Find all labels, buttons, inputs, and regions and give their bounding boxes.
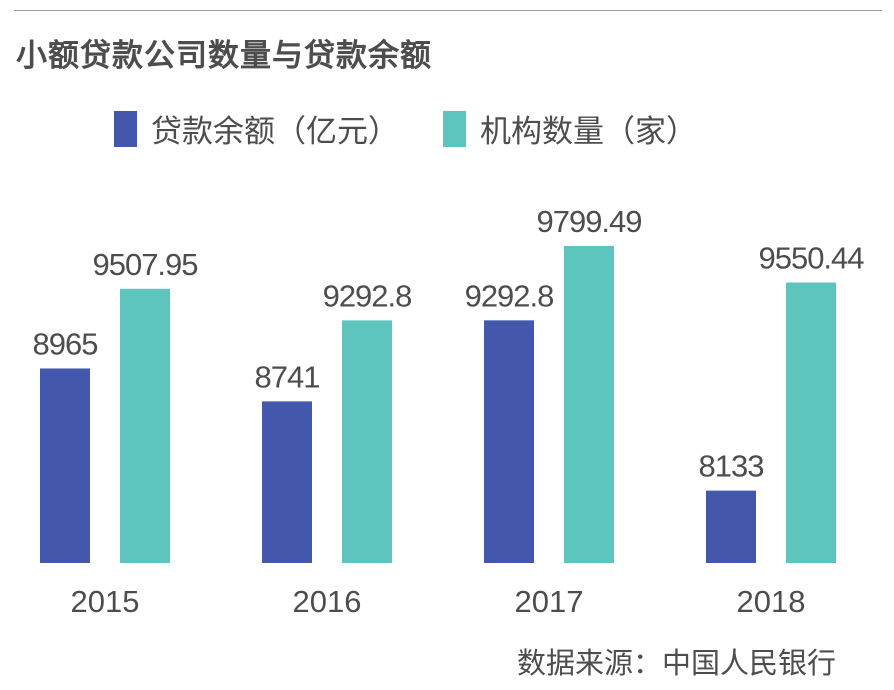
bar-loan-balance-2018 [706, 490, 756, 563]
data-label-institution-count-2015: 9507.95 [92, 247, 197, 282]
bar-institution-count-2016 [342, 320, 392, 563]
bar-institution-count-2018 [786, 282, 836, 563]
legend-swatch-institution-count [443, 110, 466, 147]
legend-item-institution-count: 机构数量（家） [443, 106, 697, 151]
legend-label-institution-count: 机构数量（家） [480, 114, 697, 150]
x-tick-label-2018: 2018 [737, 584, 806, 619]
legend-label-loan-balance: 贷款余额（亿元） [151, 114, 399, 150]
bar-loan-balance-2015 [40, 368, 90, 563]
data-label-institution-count-2018: 9550.44 [758, 241, 864, 276]
top-rule [14, 10, 882, 11]
legend: 贷款余额（亿元） 机构数量（家） [114, 106, 741, 151]
bar-loan-balance-2017 [484, 320, 534, 563]
legend-swatch-loan-balance [114, 110, 137, 147]
bar-institution-count-2017 [564, 245, 614, 563]
chart-title: 小额贷款公司数量与贷款余额 [16, 38, 432, 74]
data-label-loan-balance-2017: 9292.8 [465, 278, 554, 313]
bar-institution-count-2015 [120, 288, 170, 563]
data-label-institution-count-2017: 9799.49 [536, 204, 641, 239]
x-tick-label-2016: 2016 [293, 584, 362, 619]
data-label-loan-balance-2016: 8741 [255, 359, 320, 394]
x-tick-label-2017: 2017 [515, 584, 584, 619]
source-value: 中国人民银行 [661, 646, 836, 680]
data-label-institution-count-2016: 9292.8 [323, 278, 412, 313]
legend-item-loan-balance: 贷款余额（亿元） [114, 106, 399, 151]
data-label-loan-balance-2018: 8133 [699, 449, 764, 484]
source-label: 数据来源： [516, 646, 662, 680]
bar-loan-balance-2016 [262, 401, 312, 563]
source-note: 数据来源：中国人民银行 [517, 640, 836, 682]
x-tick-label-2015: 2015 [71, 584, 140, 619]
data-label-loan-balance-2015: 8965 [33, 326, 98, 361]
